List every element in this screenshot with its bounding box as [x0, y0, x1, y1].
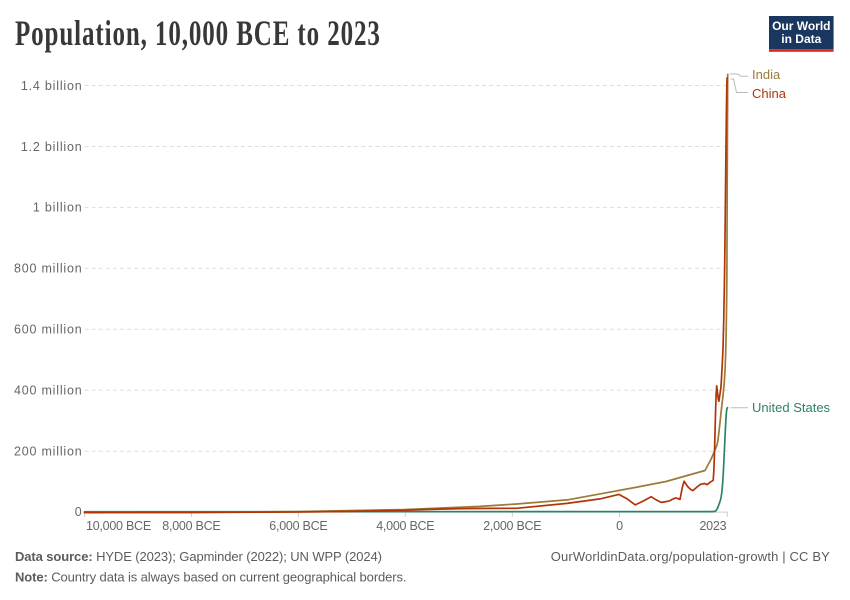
svg-text:China: China [752, 86, 787, 101]
svg-text:Our World: Our World [772, 19, 830, 33]
svg-text:4,000 BCE: 4,000 BCE [376, 519, 434, 533]
svg-text:10,000 BCE: 10,000 BCE [86, 519, 151, 533]
svg-text:United States: United States [752, 400, 831, 415]
svg-text:2,000 BCE: 2,000 BCE [483, 519, 541, 533]
svg-text:1.4 billion: 1.4 billion [21, 79, 83, 93]
svg-text:6,000 BCE: 6,000 BCE [269, 519, 327, 533]
svg-text:1 billion: 1 billion [33, 201, 83, 215]
svg-text:200 million: 200 million [14, 445, 83, 459]
svg-text:400 million: 400 million [14, 384, 83, 398]
svg-text:8,000 BCE: 8,000 BCE [162, 519, 220, 533]
svg-text:0: 0 [616, 519, 623, 533]
svg-text:India: India [752, 67, 781, 82]
svg-text:in Data: in Data [781, 32, 821, 46]
svg-text:OurWorldinData.org/population-: OurWorldinData.org/population-growth | C… [551, 549, 830, 564]
svg-text:Data source: HYDE (2023); Gapm: Data source: HYDE (2023); Gapminder (202… [15, 549, 382, 564]
svg-text:Note: Country data is always b: Note: Country data is always based on cu… [15, 570, 406, 585]
svg-text:1.2 billion: 1.2 billion [21, 140, 83, 154]
svg-text:600 million: 600 million [14, 323, 83, 337]
svg-text:Population, 10,000 BCE to 2023: Population, 10,000 BCE to 2023 [15, 14, 381, 53]
svg-text:0: 0 [75, 505, 83, 519]
svg-text:2023: 2023 [699, 519, 726, 533]
svg-text:800 million: 800 million [14, 262, 83, 276]
